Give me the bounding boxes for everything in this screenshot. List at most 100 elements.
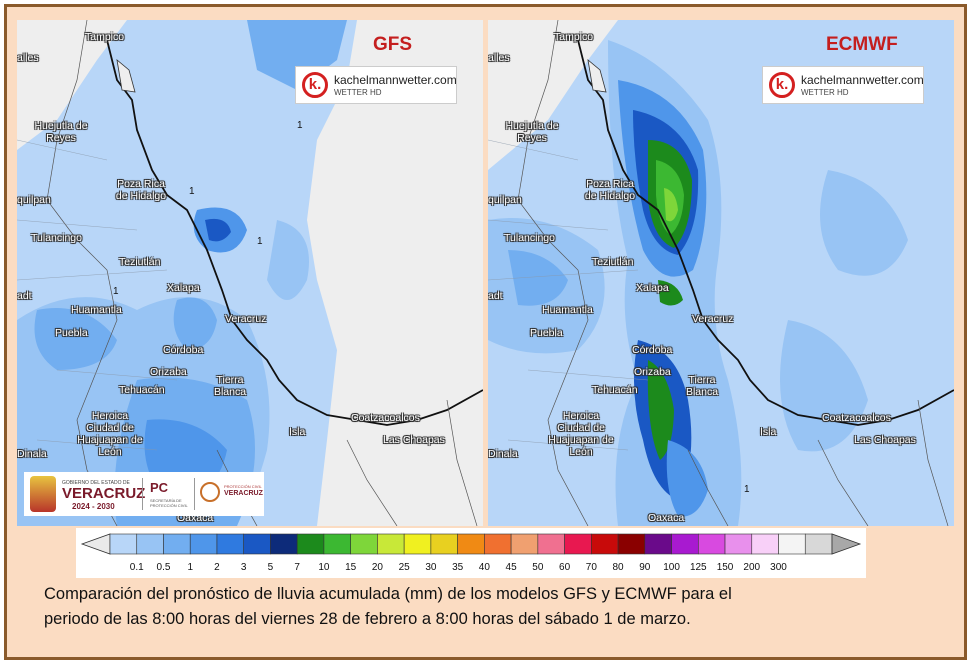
pc-sub: SECRETARÍA DE PROTECCIÓN CIVIL bbox=[150, 498, 188, 508]
colorbar-max-arrow bbox=[831, 533, 862, 555]
colorbar-tick-label: 150 bbox=[716, 562, 734, 573]
colorbar-swatch bbox=[350, 533, 378, 555]
city-label: adt bbox=[17, 290, 32, 302]
colorbar-swatch bbox=[724, 533, 753, 555]
colorbar-tick-label: 5 bbox=[267, 562, 274, 573]
city-label: Puebla bbox=[530, 327, 563, 339]
city-label: Xalapa bbox=[636, 282, 669, 294]
ecmwf-model-title: ECMWF bbox=[826, 34, 898, 55]
colorbar-swatch bbox=[591, 533, 619, 555]
colorbar-swatch bbox=[778, 533, 806, 555]
city-label: Las Choapas bbox=[854, 434, 916, 446]
city-label: Coatzacoalcos bbox=[822, 412, 891, 424]
colorbar-tick-label: 60 bbox=[559, 562, 571, 573]
gfs-model-title: GFS bbox=[373, 34, 413, 55]
caption-line1: Comparación del pronóstico de lluvia acu… bbox=[44, 585, 732, 603]
colorbar-swatch bbox=[403, 533, 432, 555]
gov-line3: 2024 - 2030 bbox=[72, 502, 115, 511]
colorbar-swatch bbox=[377, 533, 405, 555]
colorbar-swatch bbox=[804, 533, 833, 555]
caption-line2: periodo de las 8:00 horas del viernes 28… bbox=[44, 610, 691, 628]
city-label: Huejutla de Reyes bbox=[34, 120, 88, 144]
gfs-precip-map bbox=[17, 20, 483, 526]
city-label: Tehuacán bbox=[592, 384, 638, 396]
city-label: Teziutlán bbox=[119, 256, 161, 268]
city-label: Las Choapas bbox=[383, 434, 445, 446]
city-label: Oaxaca bbox=[648, 512, 685, 524]
gov-line1: GOBIERNO DEL ESTADO DE bbox=[62, 480, 130, 486]
colorbar-swatch bbox=[510, 533, 539, 555]
divider bbox=[142, 478, 143, 510]
colorbar-swatch bbox=[243, 533, 271, 555]
city-label: alles bbox=[488, 52, 510, 64]
kachelmann-name: kachelmannwetter.com bbox=[334, 73, 457, 87]
colorbar-min-arrow bbox=[80, 533, 111, 555]
kachelmann-k-icon: k. bbox=[302, 72, 328, 98]
colorbar-tick-label: 40 bbox=[478, 562, 490, 573]
kachelmann-logo: k. kachelmannwetter.com WETTER HD bbox=[295, 66, 457, 104]
colorbar-tick-label: 3 bbox=[240, 562, 247, 573]
colorbar-tick-label: 50 bbox=[532, 562, 544, 573]
precip-colorbar: 0.1 0.5 1 2 3 5 7 10 15 20 25 30 35 40 45 50 60 70 80 90 100… bbox=[76, 528, 866, 578]
colorbar-tick-label: 2 bbox=[214, 562, 220, 573]
gov-line2: VERACRUZ bbox=[62, 485, 146, 502]
government-logo: GOBIERNO DEL ESTADO DE VERACRUZ 2024 - 2… bbox=[24, 472, 264, 516]
figure-caption: Comparación del pronóstico de lluvia acu… bbox=[44, 582, 924, 632]
colorbar-swatch bbox=[457, 533, 485, 555]
kachelmann-logo: k. kachelmannwetter.com WETTER HD bbox=[762, 66, 924, 104]
city-label: adt bbox=[488, 290, 503, 302]
city-label: Heroica Ciudad de Huajuapan de León bbox=[548, 410, 614, 458]
contour-label: 1 bbox=[257, 236, 263, 247]
city-label: Poza Rica de Hidalgo bbox=[584, 178, 636, 202]
colorbar-swatch bbox=[109, 533, 138, 555]
city-label: Orizaba bbox=[150, 366, 187, 378]
city-label: Puebla bbox=[55, 327, 88, 339]
colorbar-swatch bbox=[617, 533, 646, 555]
colorbar-tick-label: 30 bbox=[425, 562, 437, 573]
colorbar-swatch bbox=[537, 533, 565, 555]
city-label: Tampico bbox=[554, 31, 594, 43]
city-label: Tulancingo bbox=[504, 232, 555, 244]
colorbar-swatch bbox=[430, 533, 458, 555]
colorbar-tick-label: 25 bbox=[398, 562, 410, 573]
kachelmann-k-icon: k. bbox=[769, 72, 795, 98]
colorbar-tick-label: 125 bbox=[689, 562, 707, 573]
colorbar-tick-label: 90 bbox=[639, 562, 651, 573]
city-label: Huamantla bbox=[71, 304, 122, 316]
divider bbox=[194, 478, 195, 510]
colorbar-swatch bbox=[270, 533, 298, 555]
colorbar-tick-label: 45 bbox=[505, 562, 517, 573]
city-label: Xalapa bbox=[167, 282, 200, 294]
city-label: Poza Rica de Hidalgo bbox=[115, 178, 167, 202]
colorbar-tick-label: 0.5 bbox=[156, 562, 171, 573]
colorbar-tick-label: 10 bbox=[318, 562, 330, 573]
colorbar-swatch bbox=[189, 533, 218, 555]
city-label: Huejutla de Reyes bbox=[505, 120, 559, 144]
colorbar-swatch bbox=[697, 533, 726, 555]
colorbar-swatch bbox=[484, 533, 512, 555]
city-label: Coatzacoalcos bbox=[351, 412, 420, 424]
colorbar-swatch bbox=[163, 533, 191, 555]
kachelmann-name: kachelmannwetter.com bbox=[801, 73, 924, 87]
city-label: Tierra Blanca bbox=[213, 374, 247, 398]
colorbar-tick-label: 7 bbox=[294, 562, 300, 573]
city-label: quilpan bbox=[488, 194, 522, 206]
colorbar-swatch bbox=[323, 533, 351, 555]
colorbar-swatch bbox=[751, 533, 779, 555]
city-label: Dinala bbox=[488, 448, 518, 460]
colorbar-swatch bbox=[671, 533, 699, 555]
colorbar-tick-label: 100 bbox=[663, 562, 680, 573]
city-label: Heroica Ciudad de Huajuapan de León bbox=[77, 410, 143, 458]
contour-label: 1 bbox=[297, 120, 303, 131]
pc-label: PC bbox=[150, 480, 169, 495]
proteccion-civil-seal-icon bbox=[200, 482, 220, 502]
ver-small: PROTECCIÓN CIVIL bbox=[224, 484, 262, 489]
city-label: quilpan bbox=[17, 194, 51, 206]
colorbar-tick-label: 35 bbox=[452, 562, 464, 573]
contour-label: 1 bbox=[113, 286, 119, 297]
city-label: Veracruz bbox=[225, 313, 267, 325]
city-label: Tampico bbox=[85, 31, 125, 43]
kachelmann-sub: WETTER HD bbox=[334, 88, 382, 97]
city-label: Córdoba bbox=[163, 344, 204, 356]
kachelmann-sub: WETTER HD bbox=[801, 88, 849, 97]
